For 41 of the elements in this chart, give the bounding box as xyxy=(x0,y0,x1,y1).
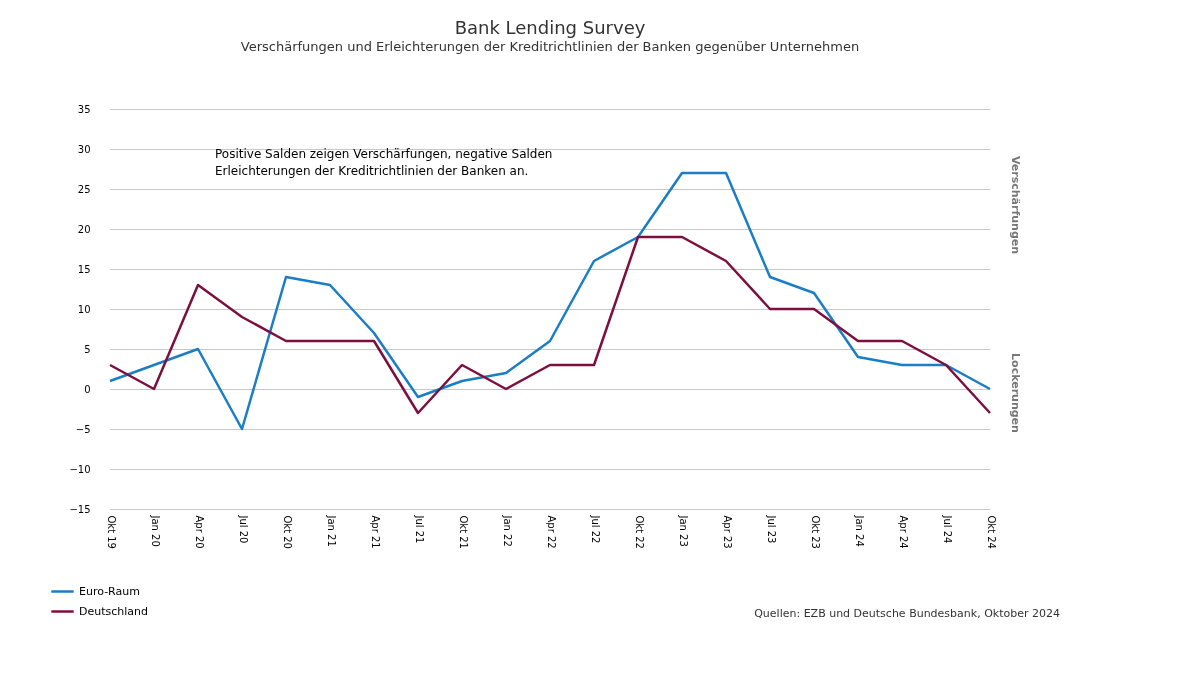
chart-title: Bank Lending Survey xyxy=(454,17,646,38)
x-tick-label: Okt 24 xyxy=(985,515,997,549)
x-tick-label: Apr 21 xyxy=(369,515,381,549)
x-tick-label: Jul 24 xyxy=(941,514,953,544)
x-tick-label: Jul 23 xyxy=(765,514,777,544)
x-tick-label: Apr 24 xyxy=(897,515,909,549)
x-tick-label: Okt 23 xyxy=(809,515,821,549)
y-tick-label: 35 xyxy=(77,103,91,115)
y-tick-label: −15 xyxy=(69,503,91,515)
legend-label: Euro-Raum xyxy=(79,584,140,598)
text: Verschärfungen xyxy=(1009,155,1022,255)
x-tick-label: Jan 23 xyxy=(677,514,689,547)
y-tick-label: −5 xyxy=(75,423,91,435)
y-tick-label: −10 xyxy=(69,463,91,475)
y-tick-label: 30 xyxy=(77,143,91,155)
x-tick-label: Okt 20 xyxy=(281,515,293,549)
y-tick-label: 15 xyxy=(77,263,91,275)
x-tick-label: Jul 20 xyxy=(237,514,249,544)
y-tick-label: 0 xyxy=(84,383,91,395)
y-tick-label: 20 xyxy=(77,223,91,235)
text: Lockerungen xyxy=(1009,353,1022,433)
legend-label: Deutschland xyxy=(79,604,149,618)
x-tick-label: Apr 20 xyxy=(193,515,205,549)
x-tick-label: Jan 22 xyxy=(501,514,513,547)
annotation: Positive Salden zeigen Verschärfungen, negative Salden Erleichterungen der Kreditrichtlinien der Banken an. xyxy=(215,147,553,178)
x-tick-label: Okt 22 xyxy=(633,515,645,549)
x-tick-label: Apr 23 xyxy=(721,515,733,549)
x-tick-label: Okt 19 xyxy=(105,515,117,549)
chart-subtitle: Verschärfungen und Erleichterungen der Kreditrichtlinien der Banken gegenüber Unternehmen xyxy=(240,39,860,54)
x-tick-label: Jan 20 xyxy=(149,514,161,547)
source-note: Quellen: EZB und Deutsche Bundesbank, Oktober 2024 xyxy=(754,607,1060,620)
x-tick-label: Jan 24 xyxy=(853,514,865,547)
x-tick-label: Apr 22 xyxy=(545,515,557,549)
line-series xyxy=(108,235,992,415)
y-tick-label: 10 xyxy=(77,303,91,315)
x-tick-label: Jul 22 xyxy=(589,514,601,544)
x-tick-label: Jan 21 xyxy=(325,514,337,547)
y-tick-label: 25 xyxy=(77,183,91,195)
y-tick-label: 5 xyxy=(84,343,91,355)
x-tick-label: Jul 21 xyxy=(413,514,425,544)
x-tick-label: Okt 21 xyxy=(457,515,469,549)
